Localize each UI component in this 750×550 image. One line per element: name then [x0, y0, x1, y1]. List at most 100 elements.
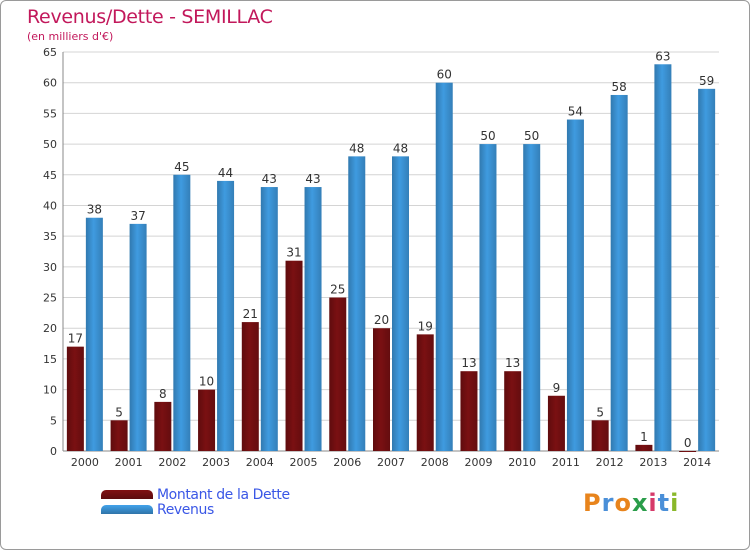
x-tick-label: 2009	[464, 456, 492, 469]
y-tick-label: 25	[43, 292, 57, 305]
legend-item-revenue: Revenus	[101, 501, 290, 518]
bar-revenue	[85, 217, 103, 451]
logo-letter: r	[601, 489, 615, 517]
data-label-debt: 25	[330, 283, 345, 297]
y-tick-label: 65	[43, 46, 57, 59]
y-tick-label: 45	[43, 169, 57, 182]
data-label-debt: 20	[374, 313, 389, 327]
bar-debt	[66, 346, 84, 451]
data-label-debt: 17	[68, 332, 83, 346]
x-tick-label: 2003	[202, 456, 230, 469]
bar-revenue	[129, 223, 147, 451]
data-label-debt: 21	[243, 307, 258, 321]
legend-swatch-debt	[101, 490, 153, 499]
y-tick-label: 35	[43, 230, 57, 243]
data-label-debt: 5	[596, 405, 604, 419]
y-tick-label: 50	[43, 138, 57, 151]
x-tick-label: 2011	[552, 456, 580, 469]
x-tick-label: 2002	[158, 456, 186, 469]
y-tick-label: 20	[43, 322, 57, 335]
data-label-debt: 9	[553, 381, 561, 395]
data-label-revenue: 54	[568, 105, 583, 119]
bar-debt	[591, 420, 609, 451]
bar-debt	[329, 297, 347, 451]
data-label-debt: 13	[505, 356, 520, 370]
bar-revenue	[392, 156, 409, 451]
proxiti-logo: Proxiti	[583, 489, 679, 517]
bar-debt	[416, 334, 434, 451]
bar-debt	[285, 260, 303, 451]
legend-swatch-revenue	[101, 505, 153, 514]
bar-debt	[154, 401, 172, 451]
bar-revenue	[566, 119, 584, 452]
x-tick-label: 2012	[596, 456, 624, 469]
y-tick-label: 15	[43, 353, 57, 366]
bar-revenue	[217, 180, 235, 451]
data-label-revenue: 50	[480, 129, 495, 143]
y-tick-label: 5	[50, 414, 57, 427]
y-tick-label: 10	[43, 384, 57, 397]
bar-revenue	[523, 144, 541, 452]
bar-debt	[635, 444, 653, 451]
data-label-revenue: 48	[393, 141, 408, 155]
bar-revenue	[260, 187, 278, 452]
data-label-debt: 1	[640, 430, 648, 444]
logo-letter: t	[657, 489, 671, 517]
y-tick-label: 0	[50, 445, 57, 458]
bar-debt	[241, 322, 259, 451]
data-label-revenue: 45	[174, 160, 189, 174]
data-label-debt: 0	[684, 436, 692, 450]
bar-revenue	[435, 82, 453, 451]
bar-revenue	[348, 156, 366, 451]
data-label-revenue: 63	[655, 49, 670, 63]
x-tick-label: 2008	[421, 456, 449, 469]
data-label-revenue: 58	[612, 80, 627, 94]
data-label-revenue: 38	[87, 203, 102, 217]
bar-debt	[110, 420, 128, 451]
data-label-debt: 19	[418, 319, 433, 333]
data-label-debt: 10	[199, 375, 214, 389]
x-tick-label: 2007	[377, 456, 405, 469]
y-tick-label: 60	[43, 77, 57, 90]
logo-letter: x	[631, 489, 649, 517]
x-tick-label: 2005	[290, 456, 318, 469]
data-label-debt: 13	[461, 356, 476, 370]
bar-revenue	[479, 144, 497, 452]
bar-revenue	[173, 174, 191, 451]
bar-debt	[547, 395, 565, 451]
logo-letter: i	[670, 489, 680, 517]
y-tick-label: 40	[43, 199, 57, 212]
data-label-revenue: 48	[349, 141, 364, 155]
logo-letter: P	[583, 489, 602, 517]
chart-subtitle: (en milliers d'€)	[27, 30, 114, 43]
data-label-revenue: 44	[218, 166, 233, 180]
bar-revenue	[698, 88, 716, 451]
legend-item-debt: Montant de la Dette	[101, 486, 290, 503]
x-tick-label: 2004	[246, 456, 274, 469]
y-tick-label: 30	[43, 261, 57, 274]
data-label-revenue: 59	[699, 74, 714, 88]
bar-revenue	[610, 94, 628, 451]
logo-letter: i	[648, 489, 658, 517]
x-tick-label: 2006	[333, 456, 361, 469]
x-tick-label: 2013	[639, 456, 667, 469]
bar-debt	[460, 371, 478, 451]
x-tick-label: 2010	[508, 456, 536, 469]
logo-letter: o	[614, 489, 632, 517]
data-label-revenue: 43	[262, 172, 277, 186]
data-label-revenue: 50	[524, 129, 539, 143]
legend-label-debt: Montant de la Dette	[157, 486, 290, 503]
legend-label-revenue: Revenus	[157, 501, 214, 518]
y-tick-label: 55	[43, 107, 57, 120]
data-label-debt: 31	[286, 246, 301, 260]
data-label-revenue: 37	[130, 209, 145, 223]
bar-debt	[373, 328, 390, 451]
data-label-debt: 5	[115, 405, 123, 419]
data-label-revenue: 60	[437, 68, 452, 82]
legend: Montant de la Dette Revenus	[101, 486, 290, 518]
bar-revenue	[654, 64, 672, 452]
bar-debt	[679, 451, 697, 452]
x-tick-label: 2001	[115, 456, 143, 469]
